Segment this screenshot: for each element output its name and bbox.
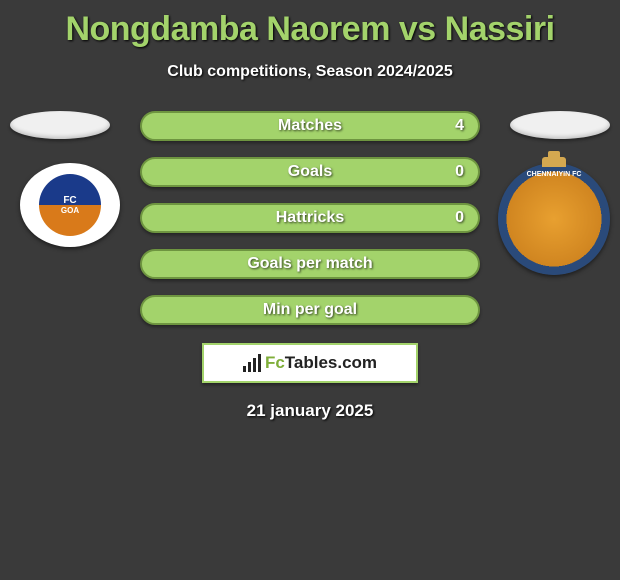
brand-watermark: FcTables.com [202,343,418,383]
club-logo-right: CHENNAIYIN FC [498,163,610,275]
stat-label: Matches [278,117,342,135]
stat-bar-hattricks: Hattricks 0 [140,203,480,233]
stat-bars: Matches 4 Goals 0 Hattricks 0 Goals per … [140,111,480,325]
stat-value: 4 [455,117,464,135]
stat-label: Goals per match [247,255,372,273]
date-label: 21 january 2025 [0,401,620,421]
club-left-text-bottom: GOA [61,206,79,215]
subtitle: Club competitions, Season 2024/2025 [0,63,620,81]
stat-value: 0 [455,163,464,181]
stat-bar-goals: Goals 0 [140,157,480,187]
stat-label: Goals [288,163,332,181]
club-logo-left: FC GOA [20,163,120,247]
brand-prefix: Fc [265,353,285,372]
stat-value: 0 [455,209,464,227]
stat-label: Min per goal [263,301,357,319]
comparison-panel: FC GOA CHENNAIYIN FC Matches 4 Goals 0 H… [0,111,620,421]
stat-bar-goals-per-match: Goals per match [140,249,480,279]
stat-bar-min-per-goal: Min per goal [140,295,480,325]
chart-bars-icon [243,354,261,372]
stat-bar-matches: Matches 4 [140,111,480,141]
stat-label: Hattricks [276,209,344,227]
club-left-text-top: FC [63,195,76,206]
page-title: Nongdamba Naorem vs Nassiri [0,0,620,49]
fc-goa-badge: FC GOA [39,174,101,236]
player-left-avatar-placeholder [10,111,110,139]
brand-suffix: Tables.com [285,353,377,372]
brand-text: FcTables.com [265,353,377,373]
player-right-avatar-placeholder [510,111,610,139]
club-right-text: CHENNAIYIN FC [498,171,610,178]
